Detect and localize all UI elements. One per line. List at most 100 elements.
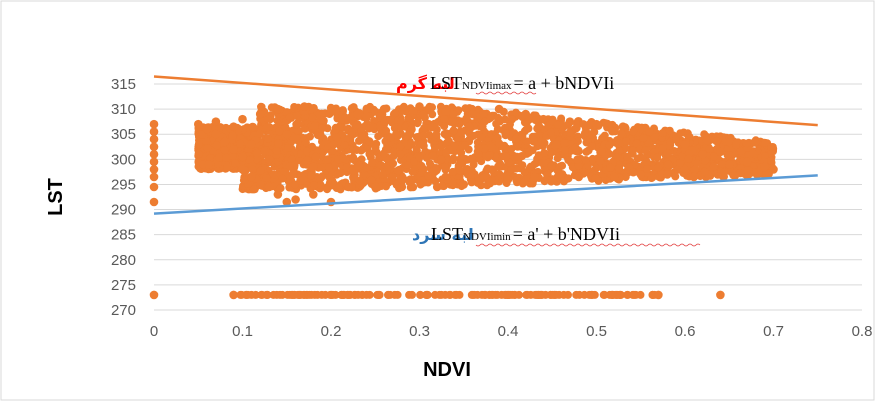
data-point-0-69 [769, 165, 778, 174]
cloud-point [431, 144, 439, 152]
cloud-point [507, 145, 516, 153]
cloud-point [422, 153, 431, 162]
cloud-point [256, 166, 265, 175]
hot-edge-label: لبه گرم [396, 74, 455, 93]
cloud-point [658, 144, 667, 153]
data-point-0-20 [238, 114, 247, 124]
cloud-point [629, 146, 638, 155]
cloud-point [346, 113, 355, 122]
cloud-point [641, 146, 650, 155]
cloud-point [614, 139, 623, 148]
cloud-point [494, 162, 503, 171]
data-point-0-53 [548, 175, 557, 184]
cloud-point [617, 129, 626, 138]
cloud-point [751, 138, 760, 147]
cloud-point [440, 130, 449, 138]
cloud-point [276, 184, 285, 193]
cloud-point [285, 162, 294, 171]
cloud-point [456, 158, 465, 167]
cloud-point [487, 143, 496, 152]
spell-underline [475, 91, 537, 95]
cloud-point [374, 132, 383, 141]
cloud-point [272, 147, 281, 155]
data-point-0-1 [149, 127, 159, 136]
cloud-point [204, 160, 213, 169]
row-point [564, 290, 572, 299]
data-point-0-60 [645, 127, 654, 136]
cloud-point [416, 180, 425, 189]
cloud-point [415, 153, 424, 162]
cloud-point [467, 154, 476, 163]
cloud-point [290, 103, 299, 111]
cloud-point [228, 152, 237, 161]
hot-eq-rhs: = a + bNDVIi [514, 73, 615, 93]
cloud-point [709, 152, 718, 161]
data-point-0-13 [211, 129, 221, 139]
cloud-point [240, 175, 249, 184]
cloud-point [709, 162, 718, 171]
cloud-point [340, 141, 349, 150]
data-point-0-70 [229, 290, 238, 300]
cloud-point [262, 123, 271, 132]
cloud-point [307, 171, 316, 180]
data-point-0-7 [149, 172, 159, 182]
cloud-point [215, 123, 224, 132]
row-point [623, 290, 632, 299]
data-point-0-44 [441, 107, 451, 116]
cloud-point [632, 139, 641, 148]
cloud-point [194, 149, 203, 158]
cloud-point [461, 165, 470, 174]
cloud-point [767, 143, 775, 152]
data-point-0-29 [282, 197, 292, 207]
cloud-point [482, 171, 491, 180]
cloud-point [353, 120, 362, 129]
data-point-0-14 [211, 117, 221, 126]
cloud-point [355, 176, 364, 185]
cloud-point [522, 125, 531, 134]
cloud-point [512, 135, 521, 143]
data-point-0-64 [698, 150, 707, 159]
data-point-0-65 [716, 147, 725, 157]
cloud-point [736, 169, 745, 178]
point-cloud [194, 102, 778, 194]
cloud-point [512, 176, 521, 184]
x-tick-5: 0.5 [586, 323, 607, 340]
x-tick-8: 0.8 [852, 323, 873, 340]
cloud-point [222, 153, 231, 162]
cloud-point [440, 115, 449, 124]
cloud-point [448, 179, 457, 188]
cloud-point [480, 117, 489, 126]
cloud-point [676, 129, 685, 138]
data-point-0-50 [521, 109, 530, 119]
data-point-0-38 [353, 109, 362, 119]
cloud-point [501, 152, 510, 161]
cloud-point [658, 129, 667, 138]
y-tick-4: 290 [111, 202, 136, 219]
data-point-0-63 [689, 172, 699, 182]
cloud-point [413, 117, 422, 126]
cloud-point [401, 122, 410, 131]
cloud-point [572, 123, 581, 132]
x-tick-2: 0.2 [321, 323, 342, 340]
hot-edge-equation: LSTNDVIimax = a + bNDVIi [430, 73, 614, 93]
cloud-point [448, 167, 457, 176]
cloud-point [284, 144, 293, 152]
y-tick-7: 305 [111, 126, 136, 143]
cloud-point [615, 146, 624, 155]
cloud-point [255, 129, 264, 138]
data-point-0-46 [468, 109, 477, 119]
cloud-point [639, 134, 648, 142]
row-point [488, 290, 497, 299]
data-point-0-27 [273, 190, 283, 199]
cloud-point [581, 156, 590, 164]
cloud-point [347, 128, 356, 137]
cloud-point [702, 136, 711, 145]
cloud-point [553, 120, 562, 129]
cloud-point [457, 129, 466, 138]
cloud-point [725, 138, 734, 147]
row-point [470, 290, 479, 299]
cold-eq-rhs: = a' + b'NDVIi [513, 224, 620, 244]
cloud-point [334, 183, 343, 192]
edge-line-0 [153, 75, 818, 127]
cloud-point [767, 156, 776, 165]
